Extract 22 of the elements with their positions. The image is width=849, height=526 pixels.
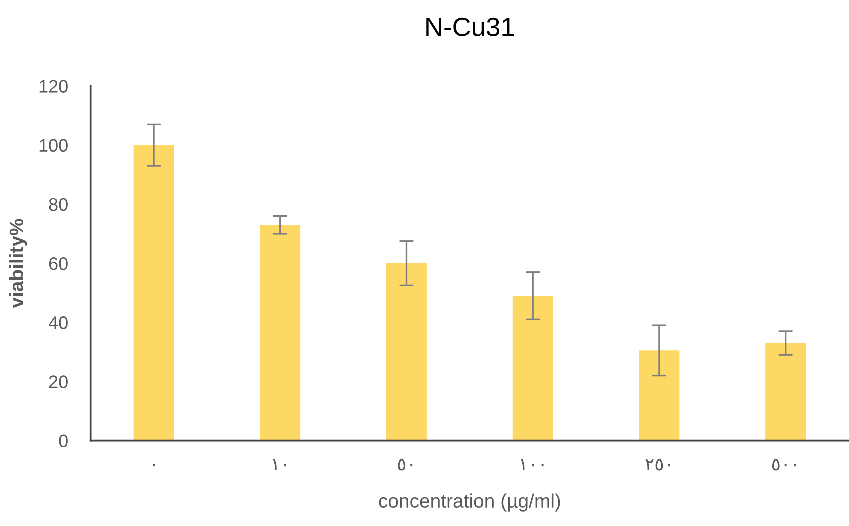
bar bbox=[639, 350, 680, 441]
bar bbox=[386, 264, 427, 441]
x-tick-label: ٥٠٠ bbox=[772, 458, 796, 471]
y-tick-label: 20 bbox=[49, 376, 68, 388]
y-tick-label: 40 bbox=[48, 316, 68, 330]
bar bbox=[260, 225, 301, 441]
y-tick-label: 120 bbox=[40, 80, 68, 93]
y-tick-label: 100 bbox=[40, 139, 68, 152]
bar bbox=[134, 145, 174, 441]
x-tick-label: ١٠ bbox=[273, 459, 286, 471]
bar bbox=[766, 343, 806, 441]
x-tick-label: ٢٥٠ bbox=[646, 458, 670, 471]
x-tick-label: ١٠٠ bbox=[521, 459, 544, 471]
x-tick-label: ٠ bbox=[153, 464, 155, 467]
x-tick-label: ٥٠ bbox=[398, 458, 413, 471]
chart-title: N-Cu31 bbox=[426, 18, 514, 37]
y-tick-label: 80 bbox=[49, 198, 68, 212]
y-axis-title: viability% bbox=[9, 219, 28, 308]
x-axis-title: concentration (µg/ml) bbox=[379, 494, 560, 512]
y-tick-label: 60 bbox=[49, 257, 68, 270]
y-tick-label: 0 bbox=[59, 434, 68, 448]
bar bbox=[512, 296, 554, 441]
